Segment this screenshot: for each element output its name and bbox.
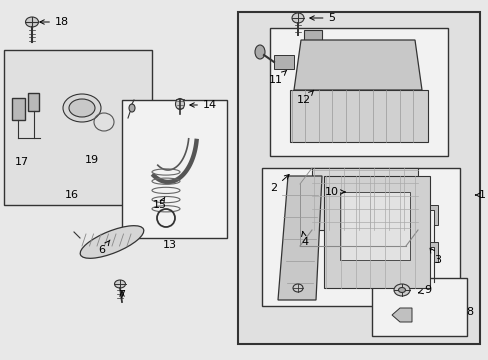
Ellipse shape — [291, 13, 304, 23]
Ellipse shape — [129, 104, 135, 112]
Text: 18: 18 — [40, 17, 69, 27]
Ellipse shape — [114, 280, 125, 288]
Ellipse shape — [25, 17, 39, 27]
Polygon shape — [293, 40, 421, 90]
Text: 17: 17 — [15, 157, 29, 167]
Text: 3: 3 — [429, 248, 441, 265]
Polygon shape — [429, 205, 437, 225]
Ellipse shape — [292, 284, 303, 292]
Bar — [304, 30, 321, 46]
Bar — [122, 100, 226, 238]
Text: 7: 7 — [118, 290, 125, 300]
Ellipse shape — [398, 288, 405, 292]
Bar — [324, 176, 429, 288]
Text: 19: 19 — [85, 155, 99, 165]
Ellipse shape — [393, 284, 409, 296]
Text: 6: 6 — [98, 240, 110, 255]
Text: 16: 16 — [65, 190, 79, 200]
Text: 4: 4 — [301, 231, 308, 247]
Ellipse shape — [69, 99, 95, 117]
Text: 12: 12 — [296, 90, 313, 105]
Text: 13: 13 — [163, 240, 177, 250]
Bar — [273, 55, 293, 69]
Bar — [371, 278, 466, 336]
Text: 8: 8 — [466, 307, 472, 317]
Bar — [339, 192, 409, 260]
Polygon shape — [391, 308, 411, 322]
Polygon shape — [429, 242, 437, 262]
Text: 1: 1 — [475, 190, 485, 200]
Bar — [238, 12, 479, 344]
Text: 11: 11 — [268, 70, 286, 85]
Polygon shape — [278, 176, 321, 300]
Text: 5: 5 — [309, 13, 335, 23]
Bar — [269, 28, 447, 156]
Bar — [28, 93, 39, 111]
Bar — [4, 50, 152, 205]
Text: 2: 2 — [270, 175, 288, 193]
Ellipse shape — [63, 94, 101, 122]
Text: 9: 9 — [418, 285, 431, 295]
Ellipse shape — [80, 226, 143, 258]
Text: 15: 15 — [153, 197, 167, 210]
Bar — [289, 90, 427, 142]
Ellipse shape — [175, 99, 184, 109]
Text: 10: 10 — [325, 187, 345, 197]
Bar — [262, 168, 459, 306]
Text: 14: 14 — [189, 100, 217, 110]
Bar — [311, 168, 417, 230]
Bar — [12, 98, 25, 120]
Ellipse shape — [254, 45, 264, 59]
